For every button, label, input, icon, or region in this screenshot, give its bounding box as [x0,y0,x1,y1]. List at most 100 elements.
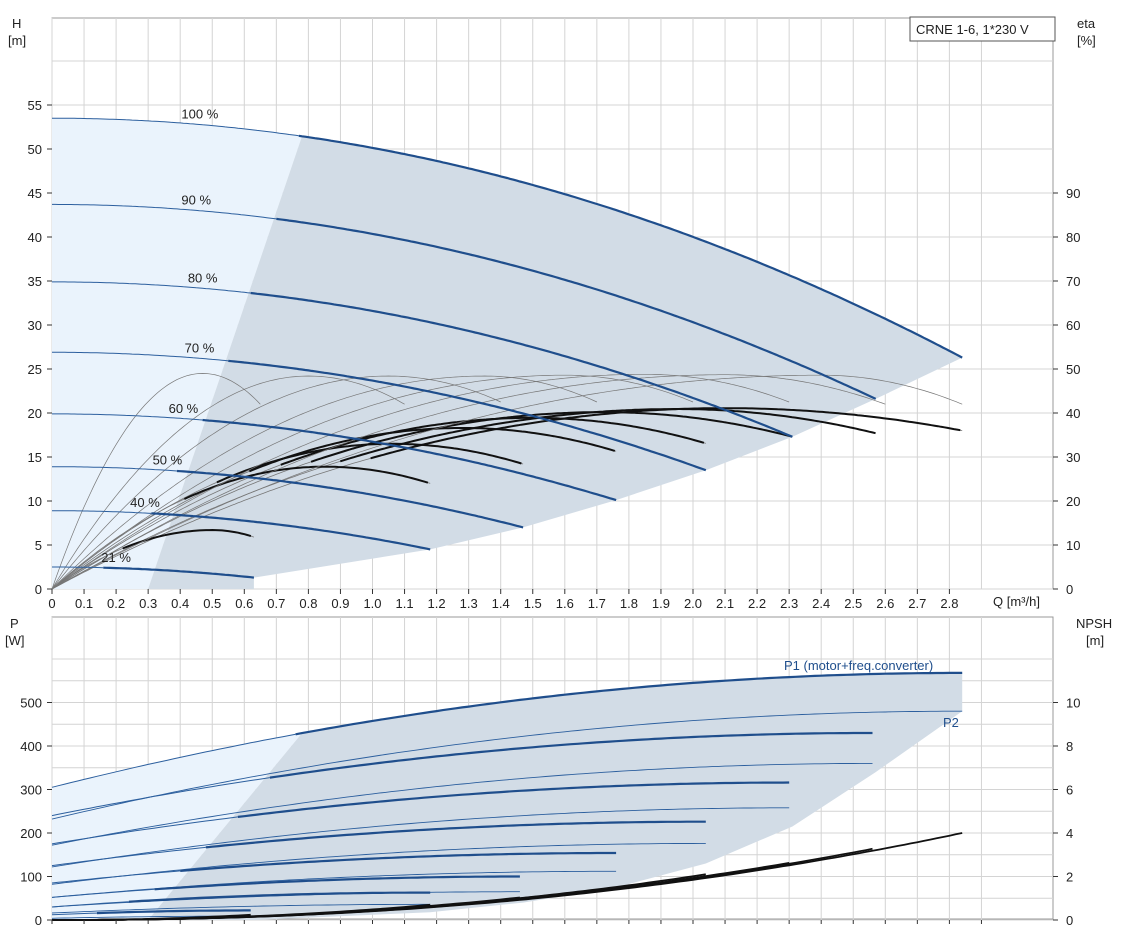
x-tick-label: 1.8 [620,596,638,611]
efficiency-curve-4 [249,427,616,473]
head-curve-thin-4 [52,413,203,421]
efficiency-curve-6 [183,465,429,500]
x-tick-label: 0.2 [107,596,125,611]
x-tick-label: 0.9 [331,596,349,611]
top-axis-ticks: 0 0.1 0.2 0.3 0.4 0.5 0.6 0.7 0.8 0.9 1.0 1.1 1.2 1.3… [28,98,1081,611]
head-curve-5 [176,469,524,529]
p1-curve-thin-6 [51,901,129,908]
speed-label: 21 % [101,550,131,565]
npsh-axis-label-line2: [m] [1086,633,1104,648]
region-light [52,118,302,589]
y-tick-label: 55 [28,98,42,113]
efficiency-envelope-0 [51,374,963,590]
y2-tick-label: 50 [1066,362,1080,377]
y2-tick-label: 30 [1066,450,1080,465]
x-tick-label: 2.1 [716,596,734,611]
p-tick-label: 500 [20,696,42,711]
x-tick-label: 0.4 [171,596,189,611]
y2-tick-label: 60 [1066,318,1080,333]
y2-axis-label-line1: eta [1077,16,1096,31]
p1-curves [51,671,963,916]
y2-tick-label: 10 [1066,538,1080,553]
p-tick-label: 400 [20,739,42,754]
x-tick-label: 2.6 [876,596,894,611]
p2-series-label: P2 [943,715,959,730]
head-efficiency-panel: 100 % 90 % 80 % 70 % 60 % 50 % 40 % 21 % 0 0.1 0.… [8,16,1096,611]
head-curve-thin-3 [52,351,229,362]
p1-curve-7 [96,909,251,915]
y-tick-label: 50 [28,142,42,157]
p1-curve-thin-4 [51,870,181,884]
efficiency-envelope-5 [51,375,501,590]
efficiency-envelope-4 [51,375,598,590]
y-tick-label: 25 [28,362,42,377]
x-tick-label: 1.5 [524,596,542,611]
x-tick-label: 1.3 [460,596,478,611]
y-tick-label: 5 [35,538,42,553]
efficiency-envelope-6 [51,375,405,590]
x-tick-label: 1.1 [396,596,414,611]
npsh-tick-label: 8 [1066,739,1073,754]
y-axis-label-line1: H [12,16,21,31]
x-tick-label: 0.7 [267,596,285,611]
head-curve-thin-1 [52,203,277,220]
y-tick-label: 20 [28,406,42,421]
x-tick-label: 2.0 [684,596,702,611]
p1-curve-thin-1 [51,777,270,817]
speed-label: 100 % [181,106,218,121]
efficiency-envelope-1 [51,374,886,590]
speed-label: 90 % [181,193,211,208]
head-curve-7 [103,566,255,579]
npsh-tick-label: 0 [1066,913,1073,928]
p1-curve-thin-0 [51,733,296,788]
head-curve-6 [151,512,431,551]
x-tick-label: 0.6 [235,596,253,611]
npsh-curve-7 [52,913,251,921]
efficiency-curves [51,373,963,590]
x-tick-label: 1.7 [588,596,606,611]
p1-curve-5 [154,875,520,891]
x-tick-label: 1.2 [428,596,446,611]
efficiency-curve-3 [280,416,705,466]
speed-label: 40 % [130,495,160,510]
head-curve-4 [202,418,617,502]
x-tick-label: 1.0 [363,596,381,611]
y-axis-label-line2: [m] [8,33,26,48]
npsh-axis-label-line1: NPSH [1076,616,1112,631]
p1-curve-4 [180,851,617,872]
title-box [909,16,1056,42]
top-operating-region [52,118,963,590]
p-tick-label: 300 [20,783,42,798]
y-tick-label: 0 [35,582,42,597]
p2-curve-3 [51,842,706,885]
p1-curve-thin-5 [51,888,155,898]
x-tick-label: 0.1 [75,596,93,611]
npsh-curves [52,832,963,921]
npsh-tick-label: 4 [1066,826,1073,841]
power-npsh-panel: 0 100 200 300 400 500 0 2 4 6 8 10 P [W] NPSH [m] P… [5,616,1112,928]
x-tick-label: 1.6 [556,596,574,611]
p1-series-label: P1 (motor+freq.converter) [784,658,933,673]
head-curve-2 [250,291,793,438]
x-tick-label: 2.5 [844,596,862,611]
y-tick-label: 15 [28,450,42,465]
p1-curve-thin-3 [51,846,206,867]
p1-curve-0 [295,671,963,736]
p-tick-label: 100 [20,870,42,885]
head-curve-thin-7 [52,566,104,569]
efficiency-curve-5 [216,442,522,484]
y-tick-label: 45 [28,186,42,201]
y-tick-label: 30 [28,318,42,333]
x-tick-label: 2.7 [908,596,926,611]
head-curve-1 [276,217,877,400]
speed-label: 70 % [185,341,215,356]
p2-curve-2 [51,807,790,868]
bottom-region-light [52,733,302,920]
speed-label: 60 % [169,401,199,416]
head-curve-0 [298,134,963,359]
efficiency-envelope-7 [51,373,261,590]
p1-curve-thin-2 [51,816,238,845]
x-tick-label: 1.4 [492,596,510,611]
region-operating [148,136,963,590]
